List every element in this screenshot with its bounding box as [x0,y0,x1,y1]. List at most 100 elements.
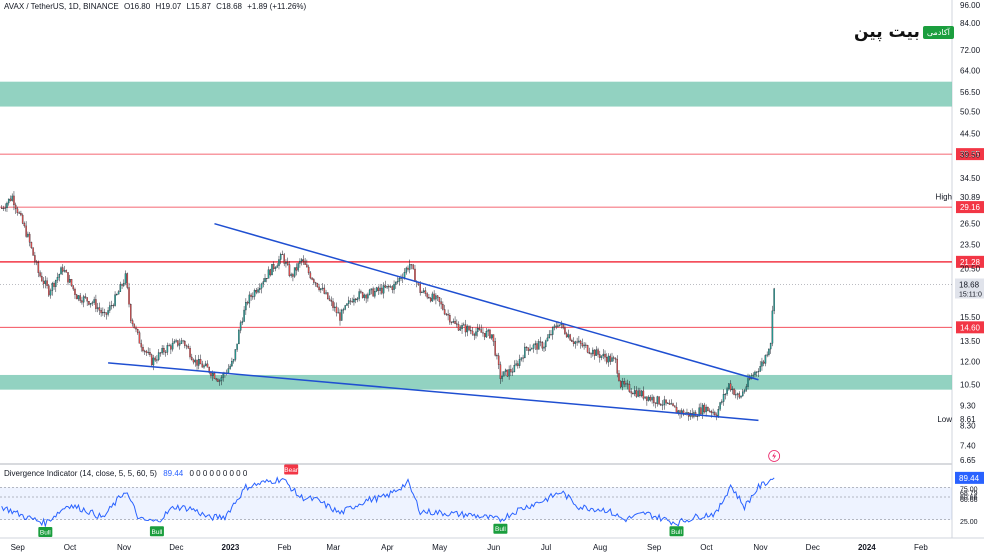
candle-body [722,394,725,402]
candle [30,241,33,249]
time-label-0: Sep [11,543,26,552]
candle [585,342,587,349]
current-price-box [955,278,984,299]
candle [731,386,734,395]
candle [443,304,446,316]
candle [0,205,3,209]
candle-body [185,345,188,347]
candle [466,324,469,337]
candle [117,290,120,295]
candle-body [457,324,460,331]
low-value: 8.61 [960,415,976,424]
candle [23,221,26,228]
candle [543,342,545,352]
candle [442,301,444,311]
candle [173,339,176,344]
candle-body [253,290,256,297]
level-label-3: 14.60 [960,323,981,332]
candle [177,340,179,348]
candle-body [77,295,80,300]
candle-body [492,334,495,342]
price-tick-2: 72.00 [960,46,981,55]
candle-body [569,334,571,341]
candle [578,335,580,344]
indicator-title[interactable]: Divergence Indicator (14, close, 5, 5, 6… [4,469,157,478]
candle [135,325,137,333]
candle [358,288,360,302]
candle [271,264,273,276]
candle [178,338,181,350]
candle [668,399,671,405]
candle [361,291,364,299]
candle [93,296,95,305]
candle-body [215,378,217,380]
candle-body [340,309,343,321]
candle [381,284,383,295]
candle-body [344,305,346,310]
candle [544,339,547,351]
candle-body [192,359,195,363]
candle [628,380,631,393]
candle [297,262,299,272]
candle-body [222,373,224,378]
candle [611,352,613,362]
candle [42,277,45,289]
candle-body [773,288,775,312]
countdown-label: 15:11:0 [959,291,982,298]
candle [445,312,448,316]
candle [32,247,34,256]
candle-body [191,356,193,361]
candle [534,340,537,350]
candle-body [382,285,385,294]
candle-body [592,349,594,355]
candle [600,355,603,361]
time-label-10: Jul [541,543,551,552]
candle-body [135,327,137,330]
candle [497,352,500,370]
candle [663,395,666,410]
candle-body [485,331,488,338]
candle-body [285,262,287,264]
candle [616,355,618,378]
candle [599,350,601,363]
candle-body [740,395,742,398]
candle [166,342,169,356]
candle-body [56,277,59,281]
candle [192,358,195,365]
candle [13,191,15,211]
candle-body [11,195,13,201]
candle-body [42,280,45,284]
lightning-icon [768,450,781,462]
level-label-bg-2 [956,255,984,268]
candle-body [600,355,603,358]
candle-body [745,386,748,391]
candle-body [651,397,653,401]
candle-body [436,295,439,298]
candle-body [142,346,144,352]
candle [724,393,727,400]
candle [450,321,453,325]
candle [335,302,338,317]
candle-body [768,348,770,355]
price-tick-17: 9.30 [960,402,976,411]
candle-body [86,297,88,302]
candle-body [581,343,584,347]
candle [241,317,244,325]
candle-body [272,264,275,269]
candle [351,297,353,303]
ohlc-close: C18.68 [216,2,242,11]
candle [46,277,48,289]
candle-body [701,404,704,415]
symbol-title[interactable]: AVAX / TetherUS, 1D, BINANCE [4,2,119,11]
candle-body [656,396,659,404]
candle-body [105,312,108,315]
candle-body [313,279,315,283]
candle-body [238,330,240,345]
candle [658,396,660,406]
indicator-line [1,476,775,529]
ohlc-high: H19.07 [155,2,182,11]
candle [588,347,591,355]
candle-body [414,268,416,282]
time-label-4: 2023 [222,543,240,552]
candle [206,360,209,368]
